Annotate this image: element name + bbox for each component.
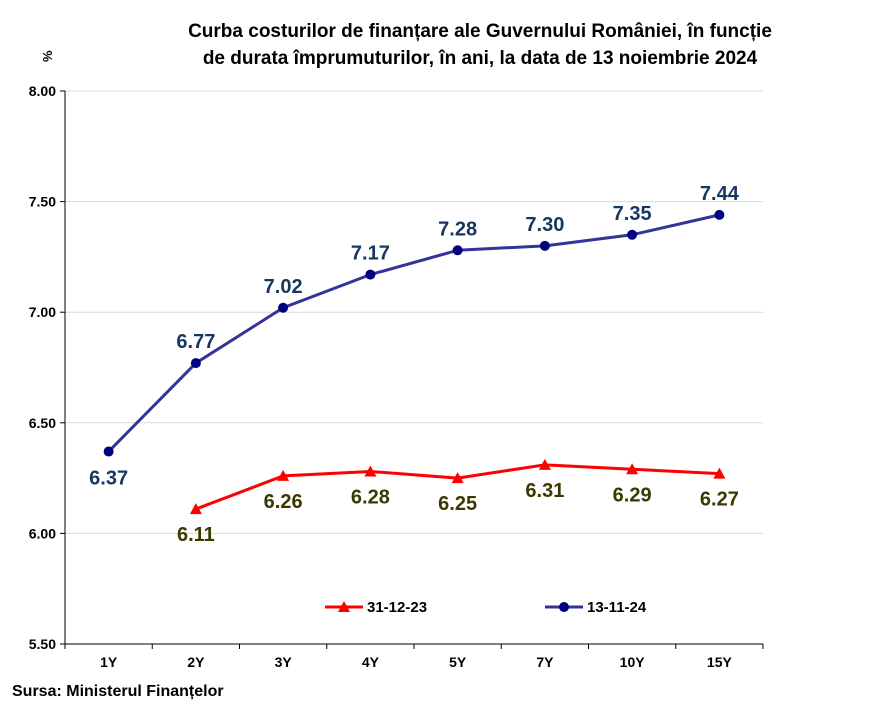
data-point	[103, 446, 114, 457]
data-label: 6.25	[438, 493, 477, 515]
data-point	[190, 358, 201, 369]
data-point	[451, 472, 464, 484]
data-label: 7.30	[525, 214, 564, 236]
data-point	[714, 209, 725, 220]
data-label: 6.27	[700, 489, 739, 511]
data-label: 6.26	[264, 491, 303, 513]
x-tick-label: 7Y	[536, 654, 554, 670]
data-label: 6.11	[177, 524, 215, 546]
y-tick-label: 8.00	[29, 83, 56, 99]
y-tick-label: 6.00	[29, 525, 56, 541]
y-tick-label: 7.00	[29, 304, 56, 320]
data-point	[365, 269, 376, 280]
x-tick-label: 10Y	[620, 654, 646, 670]
x-tick-label: 5Y	[449, 654, 467, 670]
chart-title: Curba costurilor de finanțare ale Guvern…	[140, 18, 820, 72]
series-line-13-11-24	[107, 213, 720, 453]
legend-marker	[559, 602, 569, 612]
data-point	[278, 302, 289, 313]
data-point	[189, 503, 202, 515]
data-label: 6.31	[525, 480, 564, 502]
data-point	[713, 467, 726, 479]
data-label: 7.44	[700, 183, 740, 205]
legend-label: 31-12-23	[367, 599, 427, 616]
data-point	[452, 245, 463, 256]
data-label: 6.29	[613, 484, 652, 506]
data-point	[364, 465, 377, 477]
data-label: 6.37	[89, 468, 128, 490]
data-label: 7.28	[438, 218, 477, 240]
data-point	[539, 240, 550, 251]
data-point	[627, 229, 638, 240]
source-note: Sursa: Ministerul Finanțelor	[12, 683, 224, 700]
data-point	[277, 469, 290, 481]
x-tick-label: 3Y	[275, 654, 293, 670]
data-point	[538, 458, 551, 470]
x-tick-label: 15Y	[707, 654, 733, 670]
x-tick-label: 4Y	[362, 654, 380, 670]
y-tick-label: 5.50	[29, 636, 56, 652]
legend-label: 13-11-24	[587, 599, 647, 616]
y-tick-label: 6.50	[29, 415, 56, 431]
data-label: 7.17	[351, 243, 390, 265]
data-label: 7.02	[264, 276, 303, 298]
chart-title-line-1: Curba costurilor de finanțare ale Guvern…	[188, 21, 772, 42]
legend-marker	[338, 601, 350, 612]
data-label: 6.77	[176, 331, 215, 353]
chart-title-line-2: de durata împrumuturilor, în ani, la dat…	[202, 48, 758, 69]
x-tick-label: 1Y	[100, 654, 118, 670]
data-label: 6.28	[351, 486, 390, 508]
data-point	[626, 463, 639, 475]
data-label: 7.35	[613, 203, 652, 225]
y-tick-label: 7.50	[29, 194, 56, 210]
x-tick-label: 2Y	[187, 654, 205, 670]
